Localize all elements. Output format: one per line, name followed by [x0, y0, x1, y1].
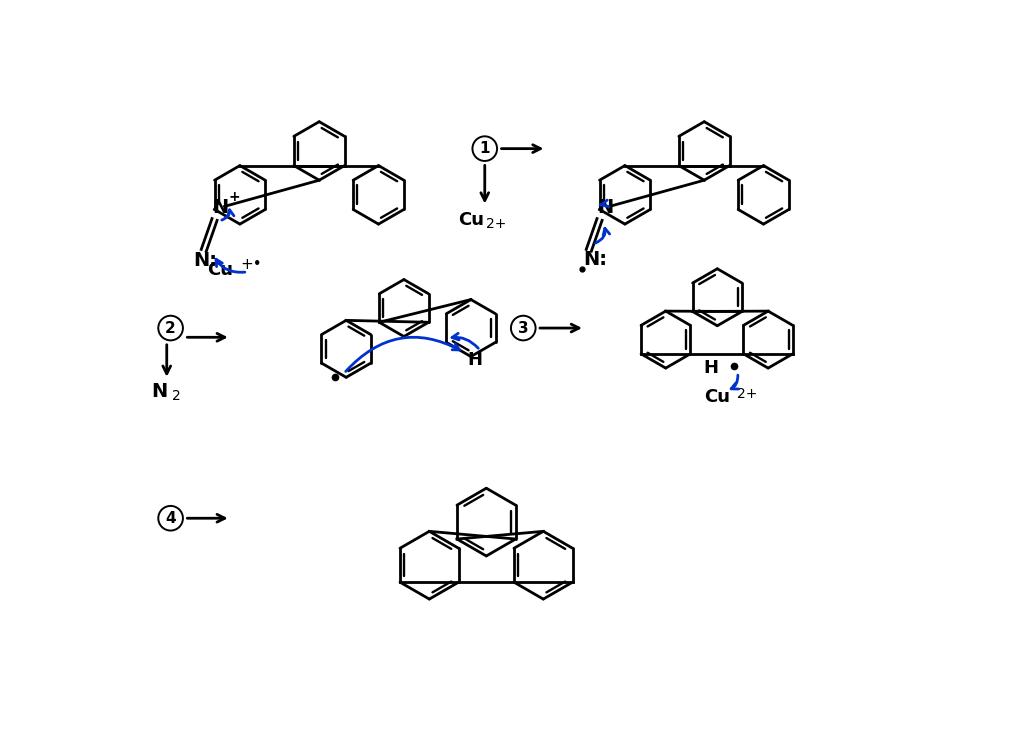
Text: 2+: 2+ — [737, 387, 758, 400]
Text: 4: 4 — [165, 511, 176, 526]
Text: N:: N: — [194, 251, 217, 270]
Text: +•: +• — [241, 258, 262, 273]
Text: 2: 2 — [165, 321, 176, 336]
Text: N: N — [213, 198, 228, 218]
Text: 3: 3 — [518, 321, 528, 336]
Text: H: H — [703, 359, 718, 377]
Text: N:: N: — [583, 250, 607, 269]
Text: H: H — [467, 351, 482, 369]
Text: 1: 1 — [479, 141, 490, 156]
Text: N: N — [598, 198, 613, 218]
Text: 2+: 2+ — [486, 217, 507, 231]
Text: +: + — [228, 190, 241, 204]
Text: 2: 2 — [172, 389, 181, 403]
Text: Cu: Cu — [458, 211, 483, 229]
Text: Cu: Cu — [705, 388, 730, 406]
Text: N: N — [152, 382, 168, 401]
Text: Cu: Cu — [208, 261, 233, 279]
